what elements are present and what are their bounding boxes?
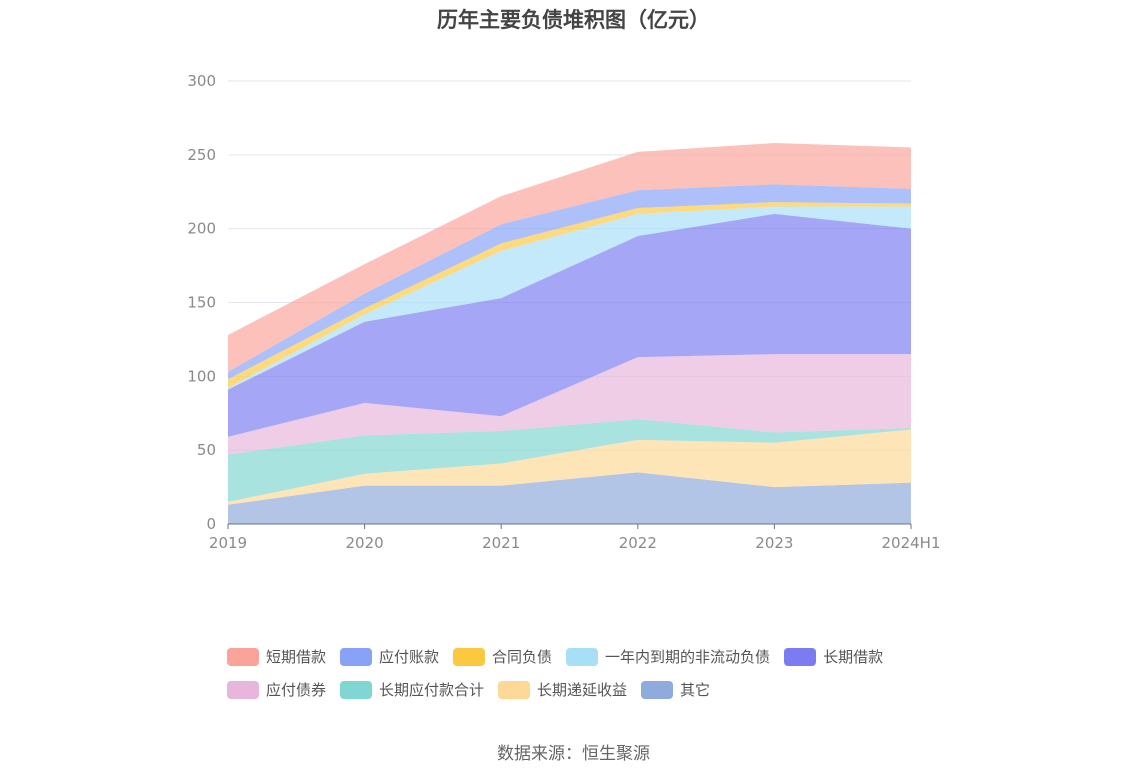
- y-tick-label: 300: [187, 72, 216, 90]
- legend-label: 长期借款: [823, 648, 884, 666]
- legend-item[interactable]: 短期借款: [227, 646, 326, 667]
- legend-label: 其它: [680, 681, 711, 699]
- legend-item[interactable]: 应付债券: [227, 679, 326, 700]
- stacked-area-chart: 0 50 100 150 200 250 300 2019 2020 2021 2022 2023 20…: [187, 72, 940, 552]
- data-source: 数据来源：恒生聚源: [497, 744, 650, 764]
- legend-item[interactable]: 其它: [641, 679, 710, 700]
- legend-label: 短期借款: [266, 648, 327, 666]
- legend-label: 长期递延收益: [537, 681, 628, 699]
- legend-label: 一年内到期的非流动负债: [605, 648, 771, 666]
- legend-swatch: [566, 647, 599, 666]
- legend-item[interactable]: 一年内到期的非流动负债: [566, 646, 770, 667]
- area-series-group: [228, 143, 911, 524]
- legend-label: 合同负债: [492, 648, 553, 666]
- legend-label: 应付债券: [266, 681, 327, 699]
- legend-swatch: [498, 680, 531, 699]
- area-其它: [228, 472, 911, 524]
- legend-swatch: [340, 647, 373, 666]
- legend-item[interactable]: 长期借款: [784, 646, 883, 667]
- x-tick-label: 2019: [209, 534, 247, 552]
- x-tick-label: 2021: [482, 534, 520, 552]
- y-tick-label: 50: [197, 441, 216, 459]
- x-tick-label: 2023: [755, 534, 793, 552]
- legend-swatch: [227, 680, 259, 699]
- legend-item[interactable]: 应付账款: [340, 646, 439, 667]
- legend-swatch: [227, 647, 259, 666]
- legend-item[interactable]: 合同负债: [453, 646, 552, 667]
- y-tick-label: 250: [187, 146, 216, 164]
- x-tick-label: 2024H1: [882, 534, 941, 552]
- legend-label: 长期应付款合计: [379, 681, 485, 699]
- axes: 0 50 100 150 200 250 300 2019 2020 2021 2022 2023 20…: [187, 72, 940, 552]
- legend-swatch: [641, 680, 674, 699]
- area-应付账款: [228, 184, 911, 380]
- y-tick-label: 150: [187, 294, 216, 312]
- x-tick-label: 2020: [346, 534, 384, 552]
- area-长期应付款合计: [228, 419, 911, 502]
- x-tick-label: 2022: [619, 534, 657, 552]
- legend-row: 应付债券 长期应付款合计 长期递延收益 其它: [227, 673, 947, 706]
- legend-label: 应付账款: [379, 648, 440, 666]
- legend-swatch: [784, 647, 817, 666]
- legend-swatch: [340, 680, 373, 699]
- legend-row: 短期借款 应付账款 合同负债 一年内到期的非流动负债 长期借款: [227, 640, 947, 673]
- area-应付债券: [228, 354, 911, 455]
- y-tick-label: 0: [206, 515, 216, 533]
- area-一年内到期的非流动负债: [228, 206, 911, 390]
- y-tick-label: 100: [187, 367, 216, 385]
- legend-item[interactable]: 长期递延收益: [498, 679, 627, 700]
- chart-title: 历年主要负债堆积图（亿元）: [437, 8, 710, 32]
- area-短期借款: [228, 143, 911, 372]
- legend-item[interactable]: 长期应付款合计: [340, 679, 484, 700]
- area-长期递延收益: [228, 429, 911, 505]
- y-tick-label: 200: [187, 220, 216, 238]
- legend: 短期借款 应付账款 合同负债 一年内到期的非流动负债 长期借款应付债券 长期应付款合计 长期…: [227, 640, 947, 706]
- area-长期借款: [228, 213, 911, 437]
- legend-swatch: [453, 647, 486, 666]
